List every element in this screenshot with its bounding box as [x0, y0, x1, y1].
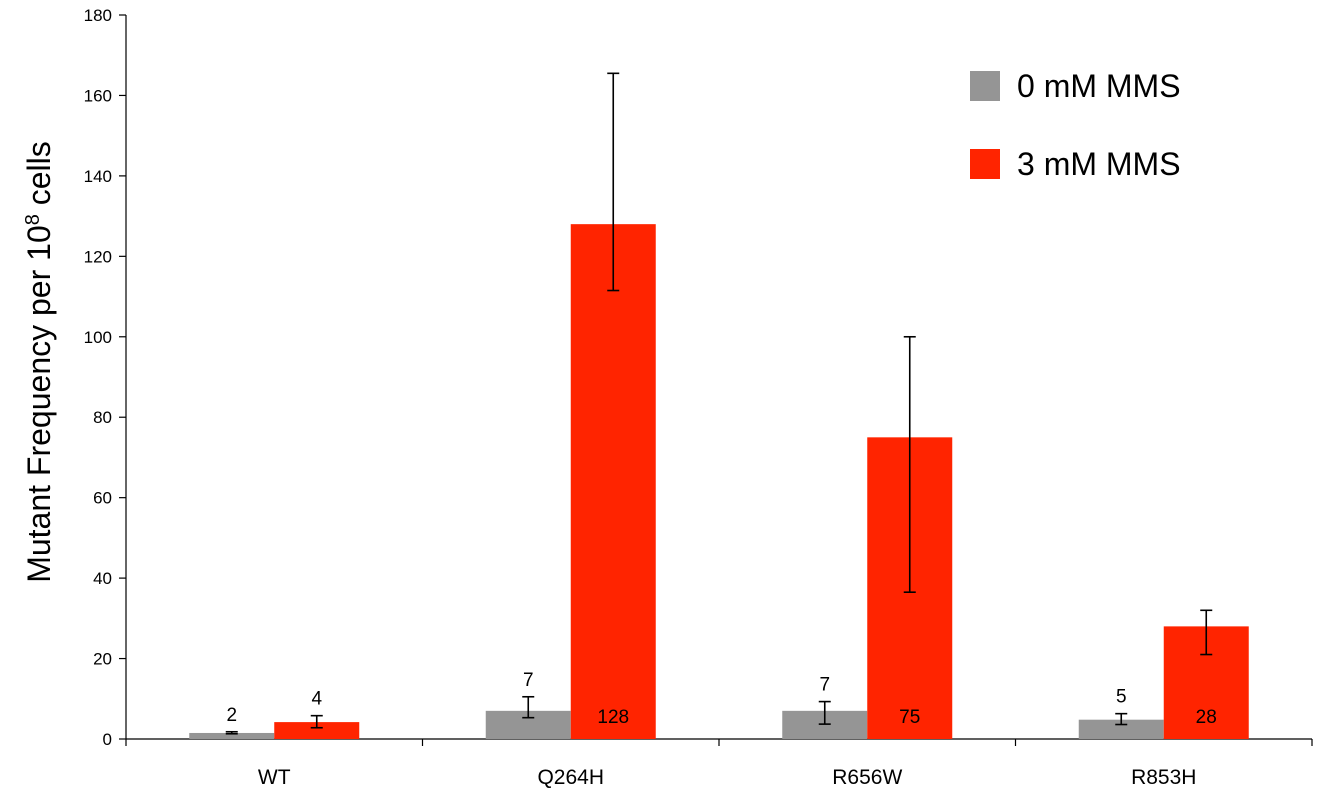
data-label: 7 — [523, 670, 534, 691]
legend-swatch — [970, 71, 1000, 101]
data-label: 5 — [1116, 687, 1127, 708]
y-tick-label: 20 — [93, 650, 112, 669]
bar — [1078, 719, 1164, 739]
bars — [189, 224, 1249, 740]
x-tick-label: R656W — [832, 766, 902, 789]
bar — [570, 224, 656, 740]
y-tick-label: 100 — [84, 328, 112, 347]
data-label: 2 — [226, 705, 237, 726]
y-tick-label: 180 — [84, 6, 112, 25]
bar — [274, 722, 360, 739]
legend-swatch — [970, 149, 1000, 179]
data-label: 4 — [311, 689, 322, 710]
data-label: 75 — [899, 707, 920, 728]
legend-label: 0 mM MMS — [1017, 68, 1181, 104]
legend: 0 mM MMS 3 mM MMS — [970, 68, 1181, 182]
y-axis-label: Mutant Frequency per 108 cells — [21, 141, 57, 583]
y-tick-label: 160 — [84, 86, 112, 105]
data-label: 28 — [1196, 707, 1217, 728]
y-axis-label-text: Mutant Frequency per 10 — [21, 225, 57, 583]
data-labels: 2 4 7 128 7 75 5 28 — [226, 670, 1216, 728]
bar — [189, 732, 275, 739]
y-tick-label: 80 — [93, 408, 112, 427]
y-tick-label: 140 — [84, 167, 112, 186]
x-tick-label: Q264H — [537, 766, 604, 789]
x-tick-label: R853H — [1131, 766, 1196, 789]
y-tick-label: 40 — [93, 569, 112, 588]
y-tick-label: 0 — [103, 730, 112, 749]
x-tick-label: WT — [258, 766, 291, 789]
y-axis-label-superscript: 8 — [22, 214, 44, 225]
y-tick-label: 120 — [84, 247, 112, 266]
axes: 0 20 40 60 80 100 120 140 160 180 WT Q264H R656W R853… — [84, 6, 1313, 789]
error-bars — [225, 72, 1213, 735]
y-axis-label-suffix: cells — [21, 141, 57, 214]
data-label: 7 — [819, 675, 830, 696]
data-label: 128 — [597, 707, 629, 728]
legend-label: 3 mM MMS — [1017, 146, 1181, 182]
y-tick-label: 60 — [93, 489, 112, 508]
